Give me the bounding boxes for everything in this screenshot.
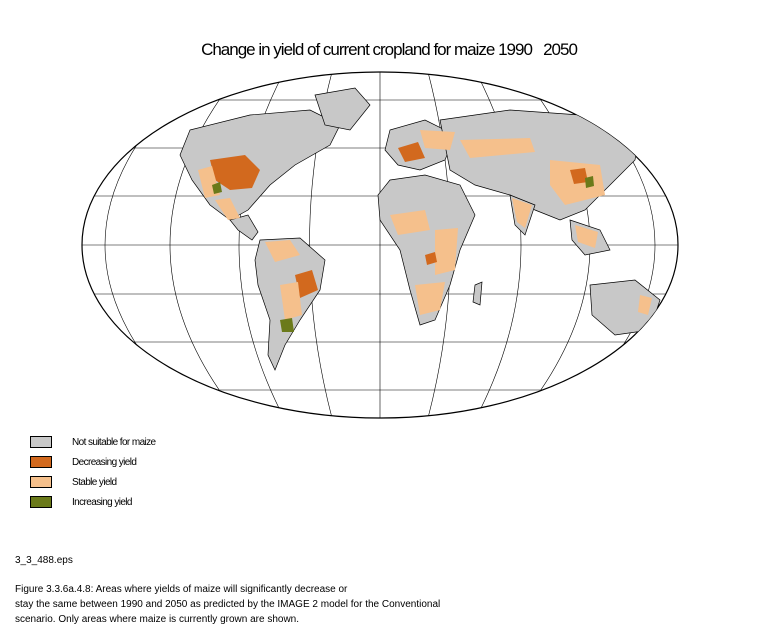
patch-decreasing-usa — [210, 155, 260, 190]
legend-label-decreasing: Decreasing yield — [72, 456, 137, 468]
caption-line-2: stay the same between 1990 and 2050 as p… — [15, 599, 441, 610]
central-america — [229, 214, 259, 241]
legend-item-not-suitable: Not suitable for maize — [30, 432, 156, 452]
greenland — [314, 87, 371, 131]
map-title: Change in yield of current cropland for … — [201, 40, 578, 59]
patch-increasing-china — [585, 176, 594, 188]
caption-line-3: scenario. Only areas where maize is curr… — [15, 614, 300, 625]
figure-caption: Figure 3.3.6a.4.8: Areas where yields of… — [15, 582, 755, 627]
patch-stable-australia — [638, 295, 652, 315]
legend-swatch-decreasing — [30, 456, 52, 468]
patch-decreasing-africa — [425, 252, 437, 265]
patch-stable-southern-africa — [415, 282, 445, 315]
patch-decreasing-brazil — [295, 270, 318, 298]
legend-item-stable: Stable yield — [30, 472, 156, 492]
legend-item-decreasing: Decreasing yield — [30, 452, 156, 472]
africa — [377, 174, 476, 326]
legend-swatch-stable — [30, 476, 52, 488]
patch-increasing-usa — [212, 182, 222, 194]
patch-decreasing-china — [570, 168, 588, 184]
patch-stable-brazil — [280, 282, 302, 320]
legend-swatch-increasing — [30, 496, 52, 508]
caption-line-1: Figure 3.3.6a.4.8: Areas where yields of… — [15, 584, 348, 595]
map-legend: Not suitable for maize Decreasing yield … — [30, 432, 156, 512]
patch-stable-india — [512, 198, 532, 228]
legend-item-increasing: Increasing yield — [30, 492, 156, 512]
file-name: 3_3_488.eps — [15, 555, 73, 566]
patch-stable-sa-north — [265, 240, 300, 262]
world-map — [81, 71, 679, 419]
patch-stable-west-africa — [390, 210, 430, 235]
yield-patches — [198, 130, 652, 332]
patch-stable-mexico — [215, 198, 240, 220]
madagascar — [472, 281, 483, 306]
patch-stable-europe — [420, 130, 455, 150]
legend-label-not-suitable: Not suitable for maize — [72, 436, 156, 448]
patch-stable-east-africa — [435, 228, 458, 275]
patch-increasing-argentina — [280, 318, 294, 332]
legend-swatch-not-suitable — [30, 436, 52, 448]
patch-stable-russia — [460, 138, 535, 158]
patch-decreasing-europe — [398, 142, 425, 162]
legend-label-increasing: Increasing yield — [72, 496, 132, 508]
patch-stable-se-asia — [575, 225, 598, 248]
legend-label-stable: Stable yield — [72, 476, 117, 488]
